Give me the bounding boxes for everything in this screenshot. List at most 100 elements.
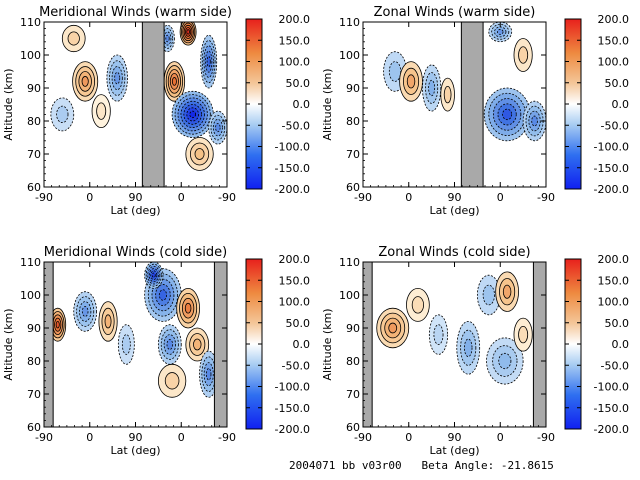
- plot-area: [44, 22, 227, 187]
- colorbar-tick-label: -50.0: [282, 359, 310, 372]
- x-tick-label: -90: [537, 191, 555, 204]
- contour-level: [114, 71, 121, 85]
- colorbar-tick-label: 50.0: [605, 77, 630, 90]
- contour-level: [498, 352, 512, 370]
- x-tick-label: -90: [35, 431, 53, 444]
- y-tick-label: 60: [346, 181, 360, 194]
- colorbar-tick-label: -50.0: [601, 359, 629, 372]
- chart-title: Zonal Winds (cold side): [378, 245, 530, 260]
- contour-level: [81, 76, 89, 87]
- panel-1: Meridional Winds (warm side) 60 70 80 90 100 1…: [2, 5, 310, 217]
- colorbar-tick-label: 200.0: [279, 253, 311, 266]
- no-data-region: [214, 262, 227, 427]
- y-tick-label: 70: [27, 148, 41, 161]
- y-tick-label: 70: [346, 388, 360, 401]
- y-tick-label: 100: [20, 289, 41, 302]
- x-tick-label: -90: [218, 191, 236, 204]
- panel-2: Zonal Winds (warm side) 60 70 80 90 100 110 -90…: [321, 5, 629, 217]
- x-tick-label: -90: [537, 431, 555, 444]
- colorbar-tick-label: -200.0: [594, 183, 629, 196]
- contour-level: [158, 289, 168, 301]
- x-tick-label: 0: [86, 191, 93, 204]
- x-tick-label: 90: [448, 431, 462, 444]
- x-axis-label: Lat (deg): [111, 444, 161, 457]
- y-tick-label: 80: [346, 355, 360, 368]
- y-tick-label: 90: [27, 322, 41, 335]
- no-data-region: [363, 262, 373, 427]
- y-tick-label: 90: [27, 82, 41, 95]
- contour-level: [194, 148, 205, 160]
- colorbar-tick-label: 0.0: [293, 338, 311, 351]
- colorbar-tick-label: 200.0: [598, 13, 630, 26]
- y-tick-label: 110: [339, 16, 360, 29]
- contour-level: [215, 123, 221, 133]
- contour-level: [482, 284, 495, 306]
- x-tick-label: 0: [497, 191, 504, 204]
- y-tick-label: 60: [346, 421, 360, 434]
- chart-title: Zonal Winds (warm side): [374, 5, 536, 20]
- no-data-region: [142, 22, 165, 187]
- colorbar-tick-label: 150.0: [598, 274, 630, 287]
- colorbar-tick-label: -150.0: [594, 402, 629, 415]
- colorbar-tick-label: -100.0: [594, 141, 629, 154]
- contour-level: [433, 324, 444, 345]
- x-axis-label: Lat (deg): [111, 204, 161, 217]
- colorbar-tick-label: -150.0: [275, 162, 310, 175]
- colorbar-tick-label: 150.0: [279, 34, 311, 47]
- contour-level: [518, 325, 529, 344]
- plot-area: [363, 262, 546, 427]
- y-tick-label: 70: [346, 148, 360, 161]
- x-tick-label: 0: [497, 431, 504, 444]
- x-tick-label: 90: [448, 191, 462, 204]
- colorbar-tick-label: 100.0: [598, 56, 630, 69]
- contour-level: [96, 102, 107, 120]
- colorbar-tick-label: -200.0: [594, 423, 629, 436]
- y-tick-label: 80: [27, 355, 41, 368]
- contour-level: [81, 306, 89, 317]
- contour-level: [428, 79, 436, 97]
- contour-level: [406, 74, 416, 89]
- contour-level: [193, 338, 202, 351]
- chart-title: Meridional Winds (warm side): [39, 5, 232, 20]
- panel-3: Meridional Winds (cold side) 60 70 80 90 100 1…: [2, 245, 310, 457]
- colorbar-tick-label: 150.0: [598, 34, 630, 47]
- x-tick-label: -90: [218, 431, 236, 444]
- contour-level: [388, 322, 398, 334]
- x-axis-label: Lat (deg): [430, 444, 480, 457]
- y-axis-label: Altitude (km): [2, 308, 15, 380]
- colorbar-tick-label: 100.0: [279, 296, 311, 309]
- colorbar: 200.0 150.0 100.0 50.0 0.0 -50.0 -100.0 -150.0 -…: [564, 13, 630, 196]
- x-tick-label: -90: [354, 431, 372, 444]
- no-data-region: [533, 262, 546, 427]
- y-tick-label: 70: [27, 388, 41, 401]
- y-axis-label: Altitude (km): [321, 308, 334, 380]
- contour-level: [518, 46, 529, 64]
- contour-level: [151, 272, 156, 278]
- colorbar: 200.0 150.0 100.0 50.0 0.0 -50.0 -100.0 -150.0 -…: [245, 13, 311, 196]
- plot-area: [363, 22, 546, 187]
- y-tick-label: 100: [20, 49, 41, 62]
- x-tick-label: 0: [405, 431, 412, 444]
- y-tick-label: 60: [27, 421, 41, 434]
- colorbar-tick-label: -100.0: [594, 381, 629, 394]
- colorbar-tick-label: 200.0: [279, 13, 311, 26]
- panel-4: Zonal Winds (cold side) 60 70 80 90 100 110 -90…: [321, 245, 629, 457]
- contour-level: [67, 31, 80, 46]
- colorbar-tick-label: 200.0: [598, 253, 630, 266]
- colorbar-tick-label: 50.0: [286, 77, 311, 90]
- y-tick-label: 90: [346, 322, 360, 335]
- x-tick-label: 0: [86, 431, 93, 444]
- y-tick-label: 80: [27, 115, 41, 128]
- contour-level: [121, 334, 131, 355]
- y-tick-label: 100: [339, 289, 360, 302]
- contour-level: [502, 284, 512, 299]
- colorbar-tick-label: 100.0: [598, 296, 630, 309]
- contour-level: [388, 61, 402, 82]
- colorbar-tick-label: 50.0: [605, 317, 630, 330]
- contour-level: [164, 372, 180, 390]
- contour-level: [496, 29, 504, 35]
- y-tick-label: 60: [27, 181, 41, 194]
- y-tick-label: 110: [20, 16, 41, 29]
- contour-level: [531, 115, 538, 127]
